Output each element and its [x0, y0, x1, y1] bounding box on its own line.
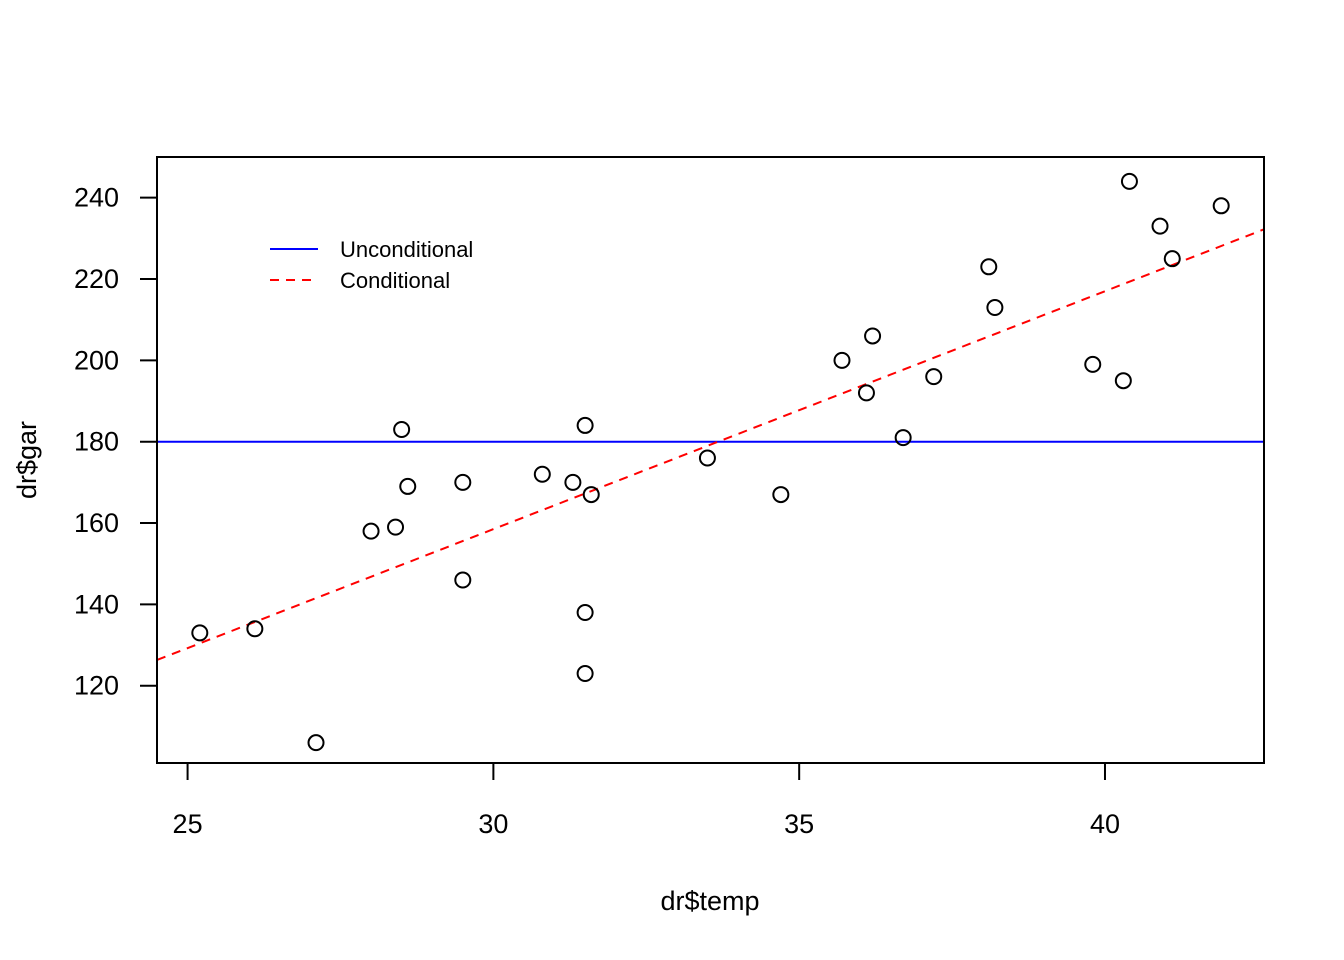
conditional-line — [157, 228, 1264, 661]
x-tick-label: 30 — [478, 809, 508, 839]
y-tick-label: 200 — [74, 345, 119, 375]
data-point — [986, 298, 1004, 316]
y-tick-label: 120 — [74, 671, 119, 701]
data-point — [1212, 197, 1230, 215]
x-tick-label: 35 — [784, 809, 814, 839]
legend-label: Conditional — [340, 268, 450, 293]
data-point — [454, 473, 472, 491]
plot-frame — [156, 156, 1265, 764]
data-point — [980, 258, 998, 276]
data-point — [925, 368, 943, 386]
data-point — [864, 327, 882, 345]
data-point — [857, 384, 875, 402]
data-point — [772, 486, 790, 504]
x-axis-label: dr$temp — [660, 886, 759, 916]
data-point — [833, 351, 851, 369]
data-point — [399, 477, 417, 495]
legend: Unconditional Conditional — [270, 237, 473, 293]
data-point — [393, 420, 411, 438]
y-tick-label: 140 — [74, 589, 119, 619]
data-point — [1084, 355, 1102, 373]
x-tick-label: 25 — [173, 809, 203, 839]
data-points — [191, 172, 1230, 752]
y-tick-label: 240 — [74, 183, 119, 213]
data-point — [576, 665, 594, 683]
data-point — [454, 571, 472, 589]
y-tick-label: 180 — [74, 427, 119, 457]
data-point — [582, 486, 600, 504]
data-point — [533, 465, 551, 483]
y-tick-label: 160 — [74, 508, 119, 538]
data-point — [576, 604, 594, 622]
data-point — [246, 620, 264, 638]
y-axis: 120 140 160 180 200 220 240 — [74, 183, 158, 701]
data-point — [576, 416, 594, 434]
data-point — [698, 449, 716, 467]
x-axis: 25 30 35 40 — [173, 762, 1120, 839]
data-point — [1163, 250, 1181, 268]
data-point — [1114, 372, 1132, 390]
data-point — [362, 522, 380, 540]
series-lines — [157, 228, 1264, 661]
data-point — [191, 624, 209, 642]
legend-label: Unconditional — [340, 237, 473, 262]
data-point — [564, 473, 582, 491]
data-point — [1151, 217, 1169, 235]
y-tick-label: 220 — [74, 264, 119, 294]
data-point — [387, 518, 405, 536]
data-point — [1120, 172, 1138, 190]
x-tick-label: 40 — [1090, 809, 1120, 839]
data-point — [307, 734, 325, 752]
y-axis-label: dr$gar — [12, 421, 42, 499]
data-point — [894, 429, 912, 447]
